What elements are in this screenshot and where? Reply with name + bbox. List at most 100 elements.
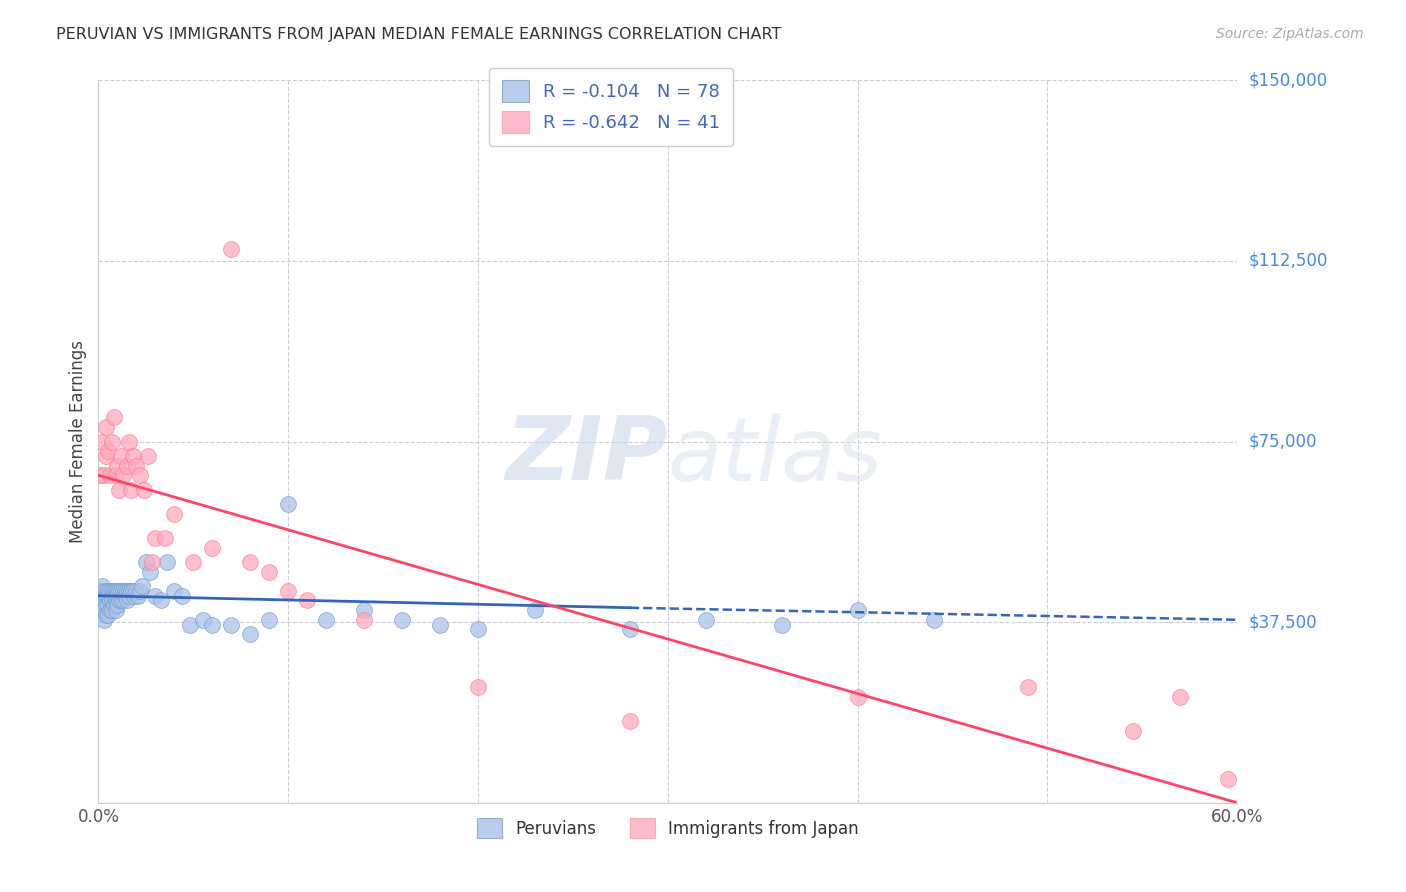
Text: atlas: atlas <box>668 413 883 499</box>
Point <box>93 468 115 483</box>
Point <box>100 603 122 617</box>
Point <box>156 555 179 569</box>
Point <box>121 449 143 463</box>
Point <box>107 589 129 603</box>
Point <box>153 531 176 545</box>
Point <box>100 593 122 607</box>
Point <box>98 593 121 607</box>
Point <box>104 468 127 483</box>
Point <box>103 410 125 425</box>
Point <box>118 589 141 603</box>
Text: Source: ZipAtlas.com: Source: ZipAtlas.com <box>1216 27 1364 41</box>
Point <box>221 242 243 256</box>
Point <box>110 583 132 598</box>
Point <box>619 714 641 728</box>
Point <box>138 565 160 579</box>
Point <box>259 565 281 579</box>
Point <box>118 434 141 449</box>
Point <box>93 583 115 598</box>
Point <box>1018 680 1040 694</box>
Point <box>120 583 142 598</box>
Point <box>121 583 143 598</box>
Point <box>103 589 125 603</box>
Point <box>846 690 869 704</box>
Point <box>94 607 117 622</box>
Point <box>467 623 489 637</box>
Point <box>97 444 120 458</box>
Point <box>98 583 121 598</box>
Point <box>110 593 132 607</box>
Point <box>239 627 262 641</box>
Point <box>922 613 945 627</box>
Point <box>201 541 224 555</box>
Point <box>183 555 205 569</box>
Point <box>110 449 132 463</box>
Text: $75,000: $75,000 <box>1249 433 1317 450</box>
Point <box>124 589 146 603</box>
Point <box>259 613 281 627</box>
Point <box>619 623 641 637</box>
Point <box>91 599 114 613</box>
Point <box>91 579 114 593</box>
Point <box>104 593 127 607</box>
Point <box>89 589 111 603</box>
Point <box>94 583 117 598</box>
Point <box>315 613 337 627</box>
Point <box>103 583 125 598</box>
Point <box>93 613 115 627</box>
Point <box>108 483 131 497</box>
Point <box>93 603 115 617</box>
Point <box>107 599 129 613</box>
Point <box>1216 772 1239 786</box>
Point <box>201 617 224 632</box>
Point <box>91 589 114 603</box>
Point <box>112 593 135 607</box>
Point <box>97 583 120 598</box>
Point <box>353 603 375 617</box>
Point <box>141 555 163 569</box>
Point <box>98 468 121 483</box>
Point <box>129 583 152 598</box>
Point <box>170 589 193 603</box>
Point <box>1170 690 1192 704</box>
Point <box>104 583 127 598</box>
Point <box>467 680 489 694</box>
Point <box>100 583 122 598</box>
Point <box>277 583 299 598</box>
Point <box>115 583 138 598</box>
Point <box>112 583 135 598</box>
Point <box>120 483 142 497</box>
Point <box>846 603 869 617</box>
Point <box>179 617 201 632</box>
Point <box>145 531 167 545</box>
Point <box>94 449 117 463</box>
Point <box>132 483 155 497</box>
Point <box>163 583 186 598</box>
Text: ZIP: ZIP <box>505 412 668 500</box>
Point <box>107 458 129 473</box>
Point <box>125 458 148 473</box>
Point <box>118 583 141 598</box>
Point <box>239 555 262 569</box>
Point <box>89 593 111 607</box>
Point <box>115 458 138 473</box>
Point <box>94 599 117 613</box>
Point <box>191 613 214 627</box>
Point <box>89 468 111 483</box>
Point <box>353 613 375 627</box>
Point <box>131 579 153 593</box>
Point <box>1122 723 1144 738</box>
Point <box>524 603 547 617</box>
Point <box>129 468 152 483</box>
Point <box>100 434 122 449</box>
Point <box>127 589 149 603</box>
Text: $112,500: $112,500 <box>1249 252 1327 270</box>
Point <box>89 583 111 598</box>
Point <box>108 593 131 607</box>
Point <box>136 449 159 463</box>
Point <box>277 497 299 511</box>
Point <box>97 589 120 603</box>
Text: $150,000: $150,000 <box>1249 71 1327 89</box>
Point <box>297 593 319 607</box>
Point <box>695 613 717 627</box>
